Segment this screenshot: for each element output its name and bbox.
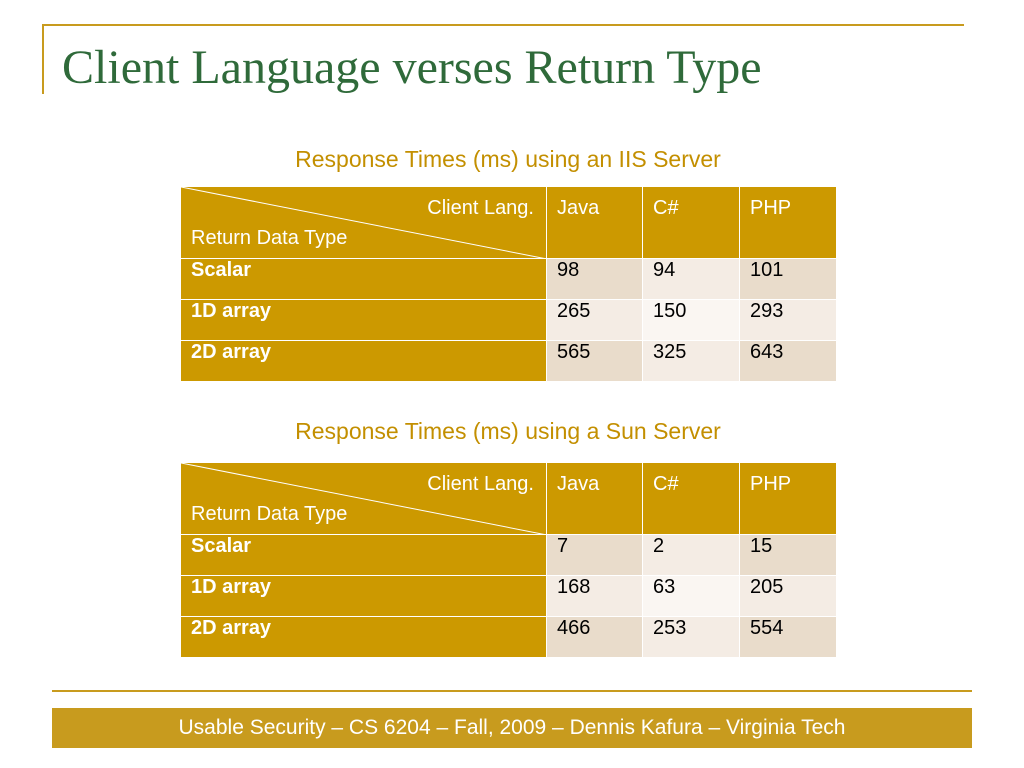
corner-return-type: Return Data Type [191, 227, 348, 249]
col-header-csharp: C# [642, 186, 740, 259]
corner-client-lang: Client Lang. [427, 197, 534, 219]
bottom-rule [52, 690, 972, 692]
row-label: Scalar [180, 534, 547, 576]
row-label: 2D array [180, 616, 547, 658]
corner-header-cell: Client Lang. Return Data Type [180, 186, 547, 259]
cell-value: 94 [642, 258, 740, 300]
cell-value: 150 [642, 299, 740, 341]
cell-value: 168 [546, 575, 643, 617]
row-label: Scalar [180, 258, 547, 300]
cell-value: 15 [739, 534, 837, 576]
left-rule [42, 24, 44, 94]
col-header-java: Java [546, 462, 643, 535]
table-row: Scalar 98 94 101 [180, 258, 837, 300]
cell-value: 2 [642, 534, 740, 576]
cell-value: 7 [546, 534, 643, 576]
cell-value: 63 [642, 575, 740, 617]
table-row: 2D array 565 325 643 [180, 340, 837, 382]
cell-value: 565 [546, 340, 643, 382]
footer-text: Usable Security – CS 6204 – Fall, 2009 –… [178, 716, 846, 739]
corner-header-cell: Client Lang. Return Data Type [180, 462, 547, 535]
row-label: 1D array [180, 299, 547, 341]
cell-value: 293 [739, 299, 837, 341]
col-header-csharp: C# [642, 462, 740, 535]
row-label: 1D array [180, 575, 547, 617]
table-caption-sun: Response Times (ms) using a Sun Server [295, 418, 721, 444]
diagonal-line [181, 463, 547, 535]
diagonal-line [181, 187, 547, 259]
col-header-php: PHP [739, 186, 837, 259]
cell-value: 643 [739, 340, 837, 382]
table-caption-iis: Response Times (ms) using an IIS Server [295, 146, 721, 172]
cell-value: 98 [546, 258, 643, 300]
slide-title: Client Language verses Return Type [62, 41, 762, 94]
cell-value: 554 [739, 616, 837, 658]
row-label: 2D array [180, 340, 547, 382]
cell-value: 466 [546, 616, 643, 658]
col-header-java: Java [546, 186, 643, 259]
cell-value: 205 [739, 575, 837, 617]
cell-value: 101 [739, 258, 837, 300]
cell-value: 325 [642, 340, 740, 382]
response-table-sun: Client Lang. Return Data Type Java C# PH… [180, 462, 837, 658]
table-row: 2D array 466 253 554 [180, 616, 837, 658]
col-header-php: PHP [739, 462, 837, 535]
header-row: Client Lang. Return Data Type Java C# PH… [180, 186, 837, 259]
footer-bar: Usable Security – CS 6204 – Fall, 2009 –… [52, 708, 972, 748]
corner-return-type: Return Data Type [191, 503, 348, 525]
response-table-iis: Client Lang. Return Data Type Java C# PH… [180, 186, 837, 382]
table-row: 1D array 265 150 293 [180, 299, 837, 341]
table-row: 1D array 168 63 205 [180, 575, 837, 617]
top-rule [42, 24, 964, 26]
table-row: Scalar 7 2 15 [180, 534, 837, 576]
cell-value: 265 [546, 299, 643, 341]
corner-client-lang: Client Lang. [427, 473, 534, 495]
cell-value: 253 [642, 616, 740, 658]
header-row: Client Lang. Return Data Type Java C# PH… [180, 462, 837, 535]
